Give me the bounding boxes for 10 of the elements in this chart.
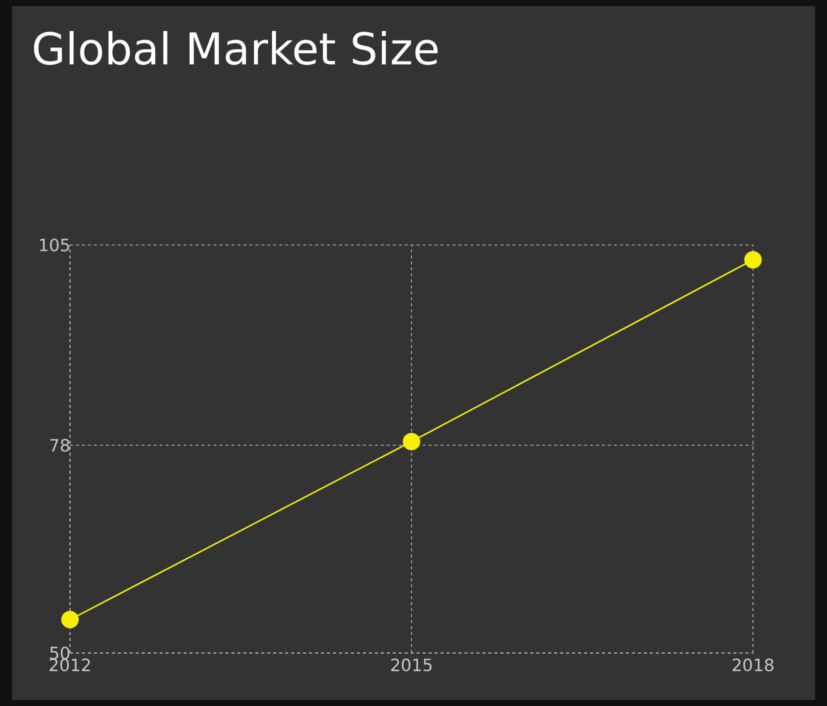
x-tick-label: 2015: [391, 658, 432, 672]
point: [402, 432, 420, 450]
point: [61, 610, 79, 628]
x-tick-label: 2012: [50, 658, 90, 672]
y-tick-label: 50: [50, 646, 70, 660]
chart-title: Global Market Size: [34, 31, 438, 65]
y-tick-label: 105: [40, 238, 69, 252]
y-tick-label: 78: [50, 438, 70, 452]
x-tick-label: 2018: [732, 658, 774, 672]
point: [744, 251, 762, 269]
